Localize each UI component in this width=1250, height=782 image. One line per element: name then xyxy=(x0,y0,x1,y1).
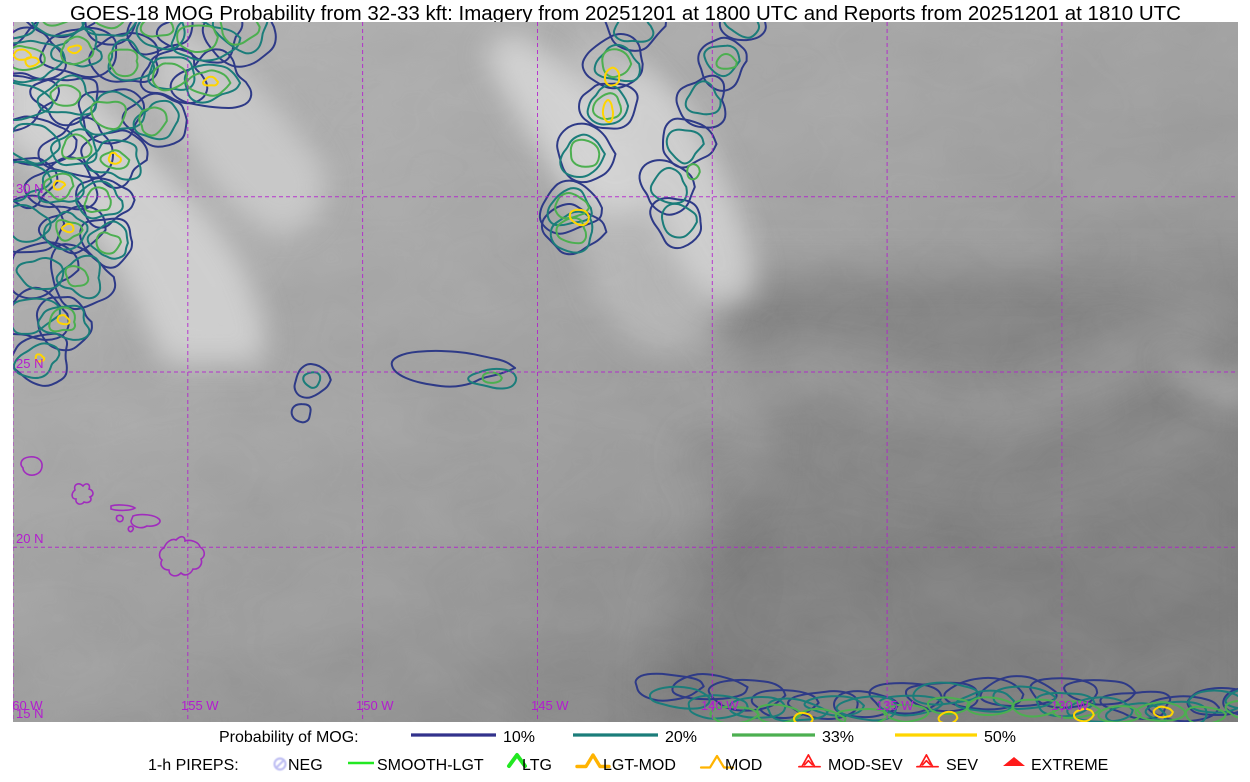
svg-text:135 W: 135 W xyxy=(876,698,914,713)
svg-text:Probability of MOG:: Probability of MOG: xyxy=(219,729,359,746)
svg-text:50%: 50% xyxy=(984,729,1016,746)
svg-text:EXTREME: EXTREME xyxy=(1031,757,1108,774)
svg-text:145 W: 145 W xyxy=(531,698,569,713)
svg-text:MOD-SEV: MOD-SEV xyxy=(828,757,903,774)
svg-text:MOD: MOD xyxy=(725,757,762,774)
svg-text:150 W: 150 W xyxy=(356,698,394,713)
svg-text:SEV: SEV xyxy=(946,757,978,774)
svg-text:LGT-MOD: LGT-MOD xyxy=(603,757,676,774)
svg-text:20 N: 20 N xyxy=(16,531,43,546)
svg-text:LTG: LTG xyxy=(522,757,552,774)
svg-text:10%: 10% xyxy=(503,729,535,746)
svg-text:140 W: 140 W xyxy=(701,698,739,713)
svg-text:130 W: 130 W xyxy=(1051,698,1089,713)
svg-text:SMOOTH-LGT: SMOOTH-LGT xyxy=(377,757,484,774)
svg-text:30 N: 30 N xyxy=(16,181,43,196)
svg-text:1-h PIREPS:: 1-h PIREPS: xyxy=(148,757,239,774)
svg-text:NEG: NEG xyxy=(288,757,323,774)
svg-text:33%: 33% xyxy=(822,729,854,746)
svg-text:20%: 20% xyxy=(665,729,697,746)
svg-text:160 W: 160 W xyxy=(13,698,43,713)
svg-text:25 N: 25 N xyxy=(16,356,43,371)
svg-text:155 W: 155 W xyxy=(181,698,219,713)
